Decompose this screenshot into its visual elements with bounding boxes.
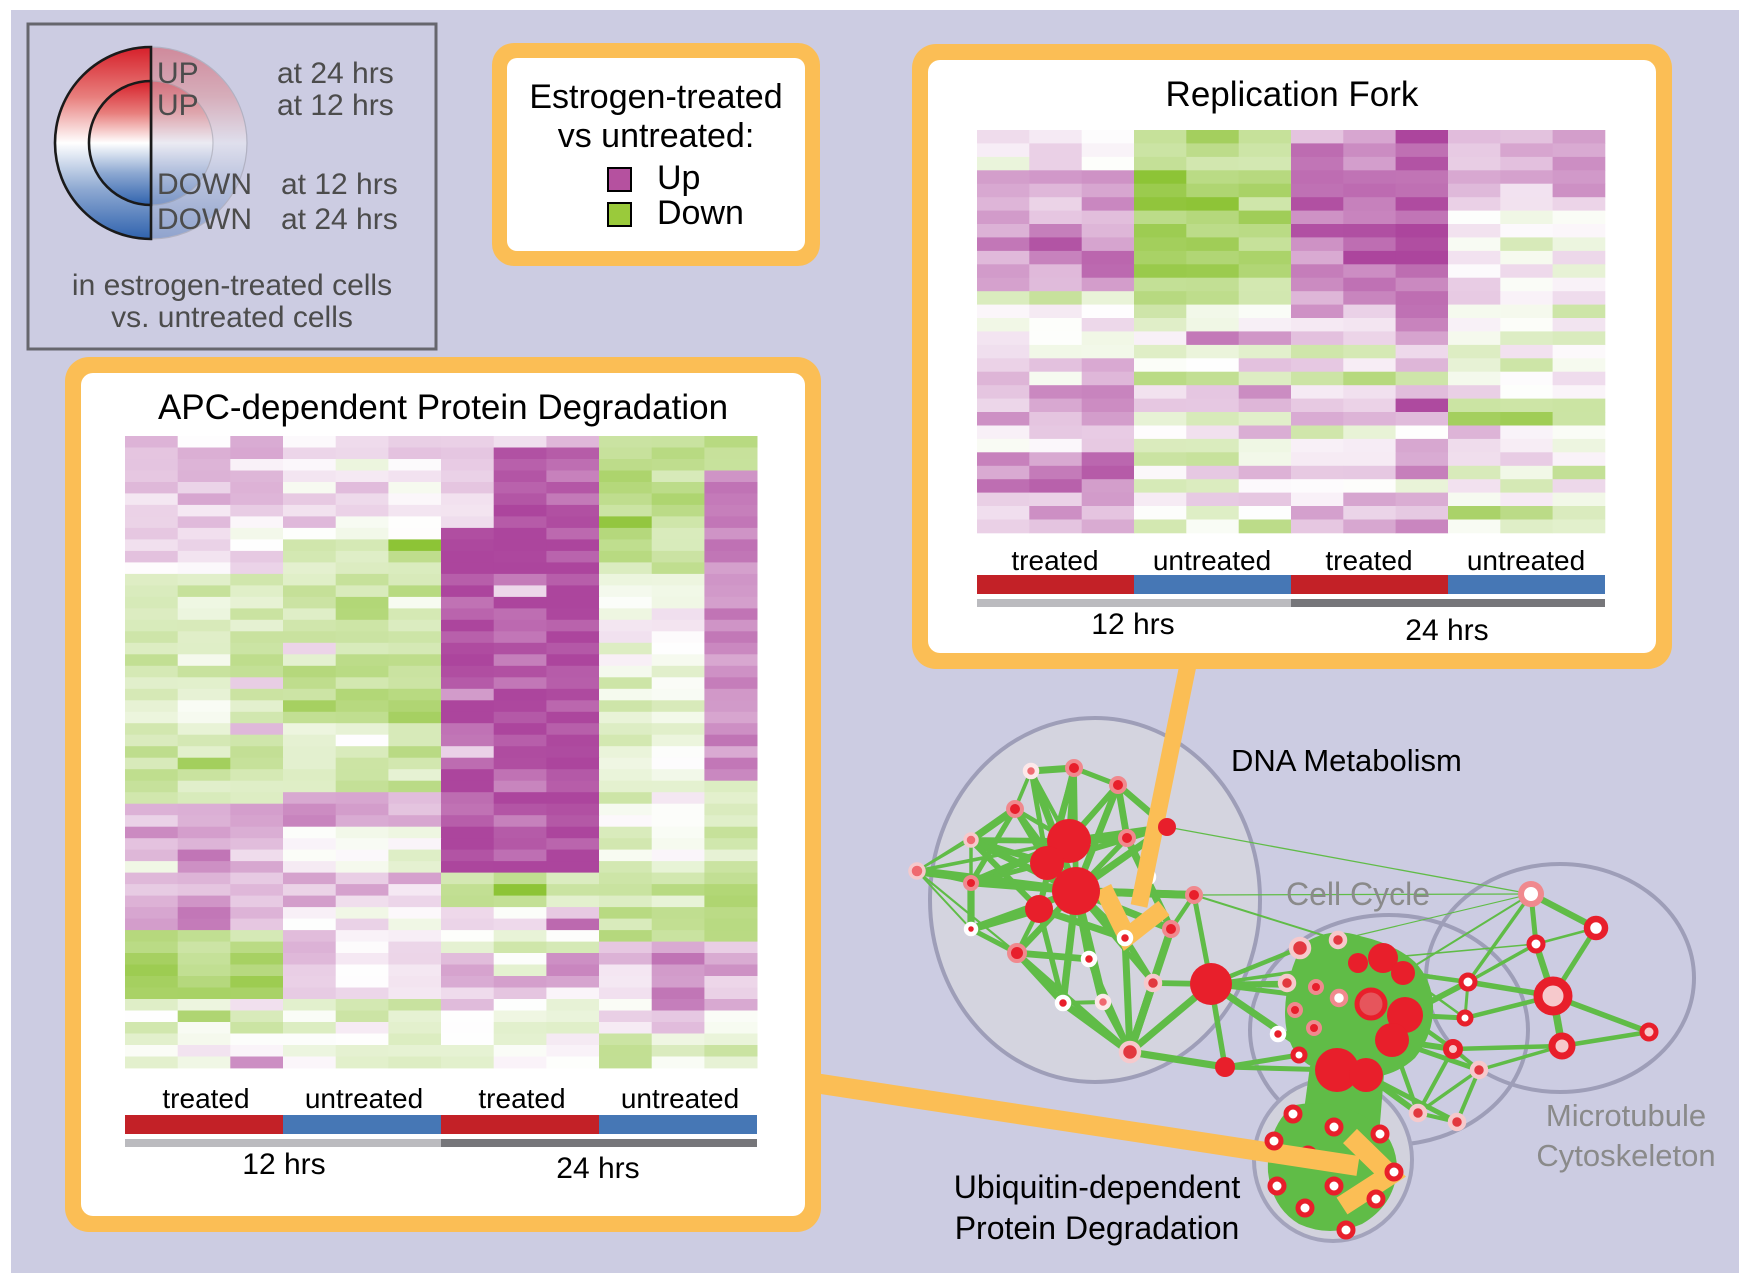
svg-text:DNA Metabolism: DNA Metabolism: [1231, 743, 1462, 778]
svg-text:at 24 hrs: at 24 hrs: [277, 57, 394, 90]
svg-text:DOWN: DOWN: [157, 203, 252, 236]
svg-text:Replication Fork: Replication Fork: [1166, 75, 1419, 114]
svg-text:UP: UP: [157, 89, 199, 122]
svg-text:Cell Cycle: Cell Cycle: [1286, 876, 1430, 912]
svg-text:UP: UP: [157, 57, 199, 90]
svg-text:Cytoskeleton: Cytoskeleton: [1536, 1138, 1715, 1173]
svg-text:12 hrs: 12 hrs: [242, 1148, 325, 1181]
svg-text:APC-dependent Protein Degradat: APC-dependent Protein Degradation: [158, 388, 728, 427]
svg-text:Microtubule: Microtubule: [1546, 1098, 1706, 1133]
svg-text:at 24 hrs: at 24 hrs: [281, 203, 398, 236]
svg-text:at 12 hrs: at 12 hrs: [277, 89, 394, 122]
svg-text:24 hrs: 24 hrs: [1405, 614, 1488, 647]
svg-text:treated: treated: [1011, 545, 1098, 576]
svg-text:DOWN: DOWN: [157, 168, 252, 201]
svg-text:treated: treated: [162, 1083, 249, 1114]
svg-text:Estrogen-treated: Estrogen-treated: [529, 78, 782, 116]
svg-text:Up: Up: [657, 159, 700, 197]
svg-text:vs untreated:: vs untreated:: [558, 117, 755, 155]
svg-text:Ubiquitin-dependent: Ubiquitin-dependent: [954, 1169, 1241, 1205]
svg-text:24 hrs: 24 hrs: [556, 1152, 639, 1185]
svg-text:untreated: untreated: [1153, 545, 1271, 576]
svg-text:untreated: untreated: [1467, 545, 1585, 576]
svg-text:untreated: untreated: [621, 1083, 739, 1114]
svg-text:12 hrs: 12 hrs: [1091, 608, 1174, 641]
svg-text:untreated: untreated: [305, 1083, 423, 1114]
svg-text:treated: treated: [1325, 545, 1412, 576]
svg-text:vs. untreated cells: vs. untreated cells: [111, 301, 353, 334]
svg-text:Down: Down: [657, 194, 744, 232]
svg-text:treated: treated: [478, 1083, 565, 1114]
svg-text:at 12 hrs: at 12 hrs: [281, 168, 398, 201]
svg-text:in estrogen-treated cells: in estrogen-treated cells: [72, 269, 392, 302]
svg-text:Protein Degradation: Protein Degradation: [955, 1210, 1240, 1246]
